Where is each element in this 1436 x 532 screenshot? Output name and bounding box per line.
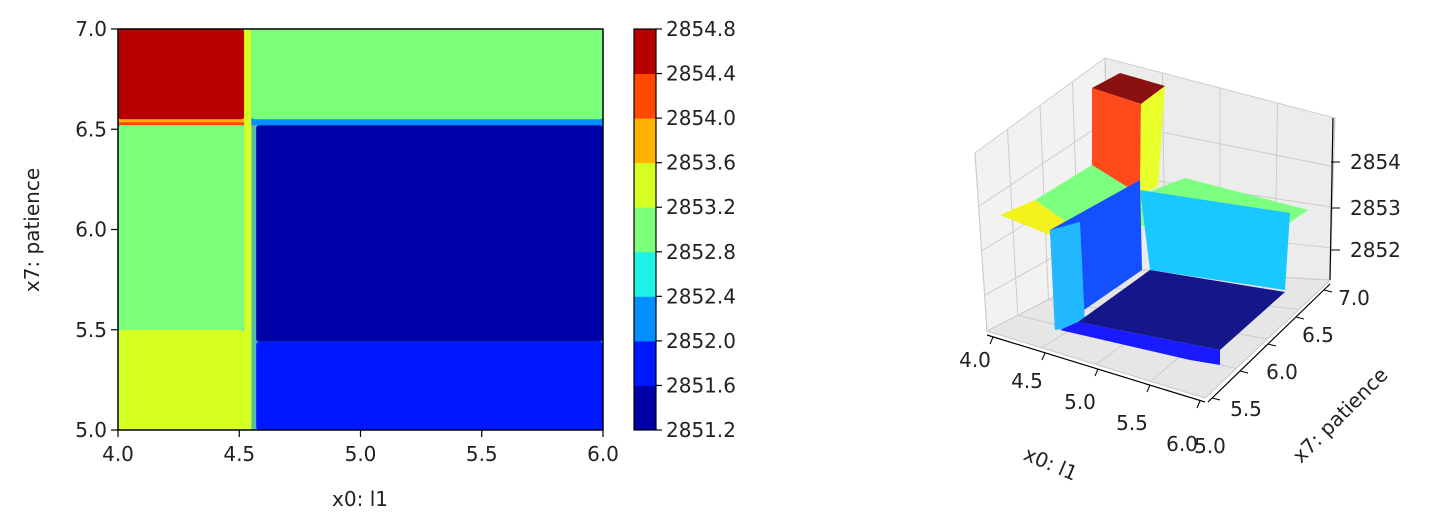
colorbar-tick-label: 2851.6 [666,373,736,397]
contour-regions [118,29,603,430]
contour-region-5 [256,341,603,430]
contour-region-0 [118,29,245,120]
x-tick-label: 6.0 [1166,432,1198,456]
contour-xtick-label: 6.0 [587,442,619,466]
contour-xtick-label: 4.5 [223,442,255,466]
colorbar-tick-label: 2852.0 [666,329,736,353]
contour-xtick-label: 5.0 [345,442,377,466]
contour-ytick-label: 5.0 [75,418,107,442]
contour-band-orange [118,118,245,123]
surface-xlabel: x0: l1 [1020,442,1081,486]
x-tick-mark [989,336,994,345]
contour-xtick-label: 4.0 [102,442,134,466]
z-tick-label: 2853 [1350,196,1401,220]
y-tick-label: 5.0 [1194,434,1226,458]
z-axis-line [1329,117,1334,281]
colorbar-segment [634,207,656,253]
y-tick-label: 6.0 [1266,360,1298,384]
y-tick-mark [1295,316,1305,320]
x-tick-label: 5.5 [1116,411,1148,435]
surface-yellow-ridge [1140,86,1165,195]
colorbar-tick-label: 2851.2 [666,418,736,442]
colorbar-segment [634,385,656,431]
x-tick-label: 4.0 [959,348,991,372]
surface-yellow-left [1000,200,1075,235]
contour-ytick-label: 5.5 [75,318,107,342]
surface-plateau-high [1092,73,1165,104]
surface-cyan-right-wall [1140,190,1290,290]
contour-xlabel: x0: l1 [332,487,388,511]
colorbar-segment [634,162,656,208]
colorbar-tick-label: 2853.2 [666,195,736,219]
grid-line [1204,279,1331,399]
contour-region-3 [256,125,603,342]
y-tick-label: 6.5 [1302,323,1334,347]
surface [1000,73,1308,365]
y-tick-mark [1323,289,1333,293]
x-tick-label: 4.5 [1011,369,1043,393]
surface-red-wall [1092,88,1141,195]
contour-region-1 [251,29,603,120]
contour-ylabel: x7: patience [20,168,44,292]
contour-region-2 [118,125,245,330]
contour-band-blue [251,117,603,126]
colorbar-tick-label: 2852.4 [666,284,736,308]
grid-line [974,152,988,332]
colorbar-tick-label: 2854.4 [666,62,736,86]
z-tick-label: 2854 [1350,150,1401,174]
surface-cyan-left [1050,222,1085,330]
surface-floor-blue [1060,322,1220,365]
colorbar-frame [633,28,657,431]
surface-floor-dark [1078,270,1285,350]
grid-line [1007,129,1019,316]
surface-ylabel: x7: patience [1288,363,1393,468]
contour-xtick-label: 5.5 [466,442,498,466]
axes-3d: 4.04.55.05.56.05.05.56.06.57.02852285328… [959,117,1401,458]
colorbar-segment [634,118,656,164]
colorbar-tick-label: 2854.8 [666,17,736,41]
colorbar-segment [634,73,656,119]
x-axis-line [986,334,1206,403]
y-tick-label: 5.5 [1230,397,1262,421]
x-tick-mark [1094,368,1099,377]
y-tick-mark [1211,397,1221,401]
contour-region-4 [118,329,245,430]
surface-3d-chart: 4.04.55.05.56.05.05.56.06.57.02852285328… [959,57,1401,486]
y-axis-line [1207,283,1331,403]
colorbar-segment [634,29,656,75]
y-tick-mark [1239,370,1249,374]
contour-yticks: 5.0 5.5 6.0 6.5 7.0 [75,17,118,442]
colorbar-segment [634,340,656,386]
colorbar: 2851.2 2851.6 2852.0 2852.4 2852.8 2853.2 2853… [633,17,736,442]
x-tick-mark [1146,384,1151,393]
z-tick-label: 2852 [1350,238,1401,262]
contour-chart: 4.0 4.5 5.0 5.5 6.0 5.0 5.5 6.0 6.5 7.0 x0: l1 x… [20,17,736,511]
x-tick-mark [1196,400,1201,409]
contour-ytick-label: 6.0 [75,218,107,242]
contour-band-blue-vertical [251,29,258,430]
contour-ytick-label: 6.5 [75,117,107,141]
colorbar-tick-label: 2853.6 [666,151,736,175]
contour-ytick-label: 7.0 [75,17,107,41]
x-tick-mark [1041,352,1046,361]
x-tick-label: 5.0 [1064,390,1096,414]
y-tick-mark [1267,343,1277,347]
colorbar-tick-label: 2852.8 [666,240,736,264]
colorbar-segment [634,296,656,342]
colorbar-segment [634,251,656,297]
colorbar-tick-label: 2854.0 [666,106,736,130]
contour-xticks: 4.0 4.5 5.0 5.5 6.0 [102,430,619,466]
y-tick-label: 7.0 [1338,286,1370,310]
